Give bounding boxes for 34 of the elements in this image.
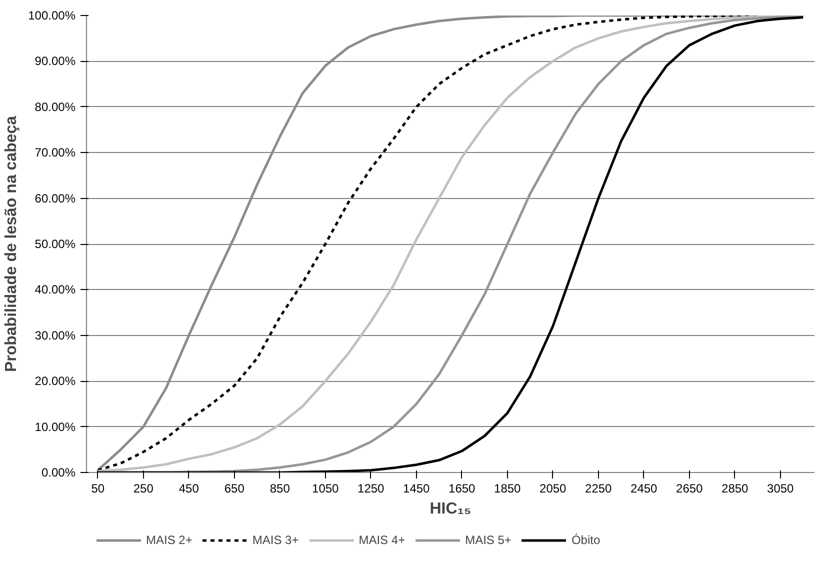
y-tick-label: 80.00% (34, 100, 76, 114)
y-tick-label: 20.00% (34, 374, 76, 388)
x-tick-label: 1450 (403, 482, 430, 496)
x-tick-label: 1850 (494, 482, 522, 496)
x-tick-label: 850 (270, 482, 290, 496)
y-tick-label: 40.00% (34, 282, 76, 297)
y-tick-label: 90.00% (34, 54, 76, 68)
x-tick-label: 2650 (676, 482, 704, 496)
y-tick-label: 30.00% (34, 328, 76, 342)
x-tick-label: 50 (91, 482, 105, 496)
legend-label: Óbito (571, 533, 600, 547)
y-axis-title: Probabilidade de lesão na cabeça (3, 116, 20, 372)
legend-label: MAIS 5+ (465, 533, 512, 547)
x-tick-label: 1250 (358, 482, 385, 496)
y-tick-label: 0.00% (41, 466, 76, 480)
x-tick-label: 250 (133, 482, 154, 496)
x-tick-label: 650 (224, 482, 245, 496)
legend-label: MAIS 4+ (358, 533, 406, 547)
x-tick-label: 3050 (767, 482, 794, 496)
x-tick-label: 1050 (312, 482, 340, 496)
x-tick-label: 2450 (630, 482, 658, 496)
x-tick-label: 1650 (448, 482, 476, 496)
y-tick-label: 70.00% (34, 146, 76, 160)
x-tick-label: 2250 (585, 482, 612, 496)
y-tick-label: 60.00% (34, 191, 76, 206)
x-tick-label: 450 (178, 482, 200, 496)
x-tick-label: 2850 (722, 482, 749, 496)
x-axis-title: HIC₁₅ (430, 500, 472, 518)
y-tick-label: 100.00% (28, 8, 76, 22)
x-tick-label: 2050 (540, 482, 567, 496)
y-tick-label: 10.00% (34, 420, 76, 434)
y-tick-label: 50.00% (34, 237, 76, 251)
legend-label: MAIS 3+ (252, 533, 299, 547)
legend-label: MAIS 2+ (146, 533, 192, 547)
